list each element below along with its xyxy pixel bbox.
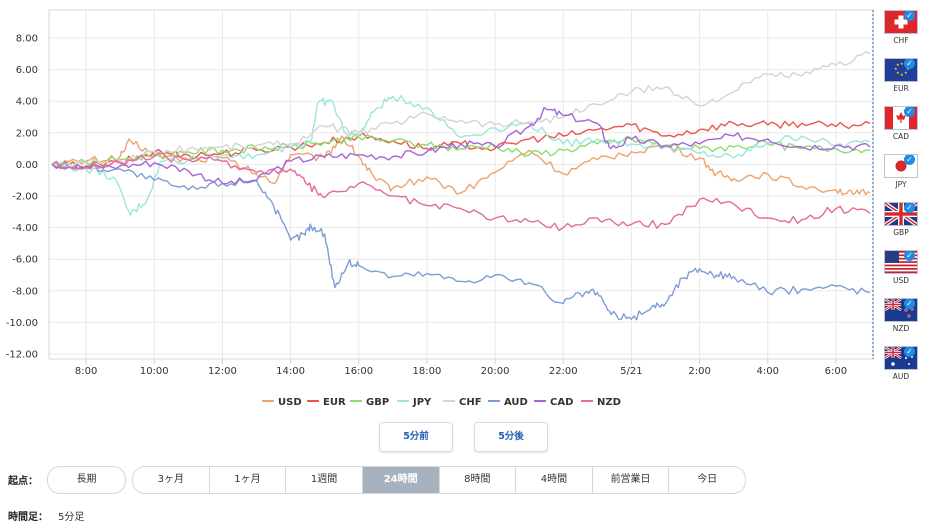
japan-flag-icon[interactable]: ✓ [884, 154, 918, 178]
flag-code-label: USD [892, 276, 910, 285]
flag-code-label: GBP [893, 228, 909, 237]
x-axis: 8:00 10:00 12:00 14:00 16:00 18:00 20:00 22:00 5… [75, 359, 847, 377]
svg-text:★: ★ [896, 70, 900, 75]
range-option-8hours[interactable]: 8時間 [440, 467, 517, 493]
us-flag-icon[interactable]: ✓ [884, 250, 918, 274]
series-line-aud [51, 162, 871, 321]
x-tick-label: 16:00 [344, 366, 373, 377]
x-tick-label: 4:00 [757, 366, 779, 377]
checkbox-checked-icon[interactable]: ✓ [904, 155, 915, 165]
svg-text:★: ★ [900, 61, 904, 66]
series-line-cad [51, 106, 871, 185]
series-line-chf [51, 50, 871, 168]
uk-flag-icon[interactable]: ✓ [884, 202, 918, 226]
y-tick-label: 2.00 [16, 128, 38, 139]
x-tick-label: 22:00 [549, 366, 578, 377]
svg-text:★: ★ [904, 70, 908, 75]
flag-code-label: AUD [892, 372, 910, 381]
y-tick-label: -4.00 [12, 223, 38, 234]
timeframe-value: 5分足 [58, 512, 85, 523]
prev-5min-button[interactable]: 5分前 [379, 422, 453, 452]
nz-flag-icon[interactable]: ✓ [884, 298, 918, 322]
series-lines [51, 50, 871, 321]
checkbox-checked-icon[interactable]: ✓ [904, 251, 915, 261]
y-tick-label: -2.00 [12, 192, 38, 203]
x-tick-label: 20:00 [481, 366, 510, 377]
currency-flag-column: ✓ CHF ★★★★★★★★ ✓ EUR ✓ CAD ✓ JPY [879, 8, 923, 388]
flag-code-label: CHF [893, 36, 909, 45]
x-tick-label: 18:00 [413, 366, 442, 377]
legend-label-usd[interactable]: USD [278, 397, 302, 408]
canada-flag-icon[interactable]: ✓ [884, 106, 918, 130]
svg-text:★: ★ [900, 72, 904, 77]
x-tick-label: 5/21 [620, 366, 642, 377]
checkbox-checked-icon[interactable]: ✓ [904, 347, 915, 357]
x-tick-label: 8:00 [75, 366, 97, 377]
flag-item-chf[interactable]: ✓ CHF [879, 8, 923, 48]
range-option-prev-business-day[interactable]: 前営業日 [593, 467, 670, 493]
legend-label-jpy[interactable]: JPY [412, 397, 432, 408]
y-tick-label: -10.00 [6, 318, 38, 329]
x-tick-label: 6:00 [825, 366, 847, 377]
eu-flag-icon[interactable]: ★★★★★★★★ ✓ [884, 58, 918, 82]
x-tick-label: 10:00 [140, 366, 169, 377]
flag-item-gbp[interactable]: ✓ GBP [879, 200, 923, 240]
x-tick-label: 12:00 [208, 366, 237, 377]
legend-label-eur[interactable]: EUR [323, 397, 346, 408]
svg-text:★: ★ [894, 66, 898, 71]
flag-item-jpy[interactable]: ✓ JPY [879, 152, 923, 192]
checkbox-checked-icon[interactable]: ✓ [904, 299, 915, 309]
range-option-today[interactable]: 今日 [697, 474, 718, 485]
legend-label-nzd[interactable]: NZD [597, 397, 621, 408]
checkbox-checked-icon[interactable]: ✓ [904, 59, 915, 69]
legend-label-aud[interactable]: AUD [504, 397, 528, 408]
y-tick-label: -12.00 [6, 350, 38, 361]
legend-label-chf[interactable]: CHF [459, 397, 482, 408]
plot-area-border [48, 9, 874, 360]
y-axis: 8.00 6.00 4.00 2.00 0.00 -2.00 -4.00 -6.00 -8.00… [6, 34, 38, 361]
flag-item-eur[interactable]: ★★★★★★★★ ✓ EUR [879, 56, 923, 96]
legend-label-gbp[interactable]: GBP [366, 397, 389, 408]
y-tick-label: 0.00 [16, 160, 38, 171]
y-tick-label: 6.00 [16, 65, 38, 76]
series-line-nzd [51, 152, 871, 232]
range-start-label: 起点： [8, 476, 38, 487]
x-tick-label: 2:00 [688, 366, 710, 377]
range-option-1week[interactable]: 1週間 [286, 467, 363, 493]
flag-code-label: NZD [892, 324, 910, 333]
flag-code-label: JPY [895, 180, 907, 189]
range-option-24hours[interactable]: 24時間 [362, 467, 440, 493]
australia-flag-icon[interactable]: ✓ [884, 346, 918, 370]
checkbox-checked-icon[interactable]: ✓ [904, 203, 915, 213]
y-tick-label: 8.00 [16, 34, 38, 45]
legend: USD EUR GBP JPY CHF AUD CAD NZD [262, 397, 621, 408]
flag-item-aud[interactable]: ✓ AUD [879, 344, 923, 384]
currency-strength-chart: 8.00 6.00 4.00 2.00 0.00 -2.00 -4.00 -6.00 -8.00… [6, 9, 874, 408]
svg-text:★: ★ [896, 62, 900, 67]
flag-item-usd[interactable]: ✓ USD [879, 248, 923, 288]
y-tick-label: -6.00 [12, 255, 38, 266]
flag-code-label: CAD [892, 132, 910, 141]
flag-item-nzd[interactable]: ✓ NZD [879, 296, 923, 336]
range-option-4hours[interactable]: 4時間 [516, 467, 593, 493]
flag-code-label: EUR [893, 84, 909, 93]
range-segmented-control: 3ヶ月 1ヶ月 1週間 24時間 8時間 4時間 前営業日 今日 [132, 466, 746, 494]
series-line-jpy [51, 94, 871, 216]
timeframe-label: 時間足： [8, 512, 48, 523]
chart-grid [49, 10, 873, 359]
x-tick-label: 14:00 [276, 366, 305, 377]
range-long-button[interactable]: 長期 [47, 466, 126, 494]
swiss-flag-icon[interactable]: ✓ [884, 10, 918, 34]
checkbox-checked-icon[interactable]: ✓ [904, 107, 915, 117]
checkbox-checked-icon[interactable]: ✓ [904, 11, 915, 21]
y-tick-label: 4.00 [16, 97, 38, 108]
legend-label-cad[interactable]: CAD [550, 397, 573, 408]
series-line-gbp [51, 133, 871, 169]
next-5min-button[interactable]: 5分後 [474, 422, 548, 452]
flag-item-cad[interactable]: ✓ CAD [879, 104, 923, 144]
range-option-1month[interactable]: 1ヶ月 [210, 467, 287, 493]
range-option-3months[interactable]: 3ヶ月 [133, 467, 210, 493]
y-tick-label: -8.00 [12, 286, 38, 297]
